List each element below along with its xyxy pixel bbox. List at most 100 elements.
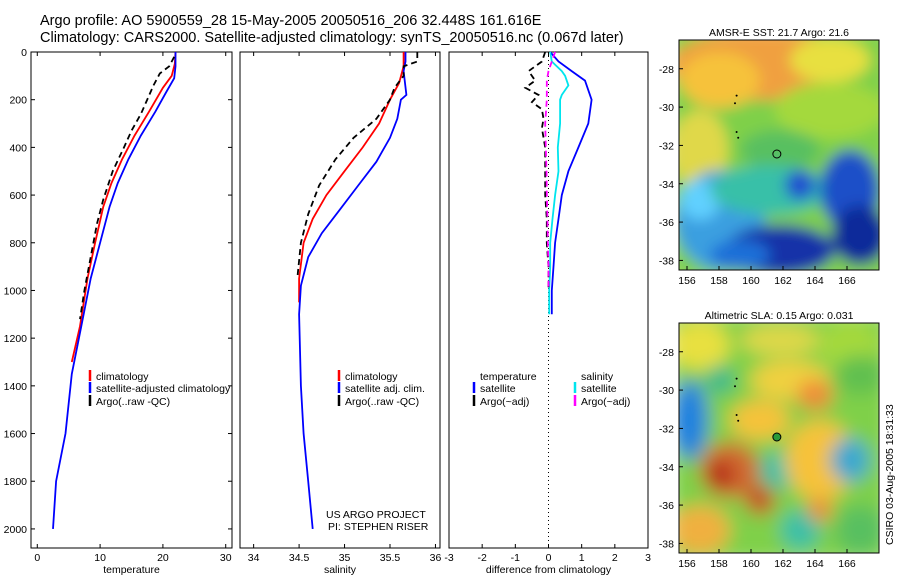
x-tick-label: 166 — [838, 558, 856, 570]
series-line — [548, 51, 570, 315]
y-tick-label: 1400 — [4, 381, 28, 393]
sla-map-frame — [678, 322, 880, 554]
x-tick-label: 10 — [94, 552, 106, 564]
y-tick-label: 1000 — [4, 285, 28, 297]
track-point — [737, 136, 740, 139]
plot-title-line2: Climatology: CARS2000. Satellite-adjuste… — [40, 30, 624, 46]
series-line — [52, 52, 177, 529]
side-timestamp: CSIRO 03-Aug-2005 18:31:33 — [884, 404, 896, 545]
difference-legend: temperature satellite Argo(~adj) salinit… — [472, 371, 630, 408]
y-tick-label: 200 — [9, 95, 27, 107]
track-point — [734, 385, 736, 388]
x-tick-label: 164 — [806, 558, 824, 570]
sst-field — [679, 40, 879, 270]
salinity-frame — [239, 51, 441, 549]
series-line — [298, 52, 408, 529]
x-tick-label: 2 — [612, 552, 618, 564]
x-tick-label: 34.5 — [289, 552, 310, 564]
salinity-xlabel: salinity — [324, 564, 357, 576]
x-tick-label: -2 — [477, 552, 486, 564]
y-tick-label: 600 — [9, 190, 27, 202]
x-tick-label: 3 — [645, 552, 651, 564]
y-tick-label: 2000 — [4, 524, 28, 536]
profile-panels: 0 10 20 30temperature0200400600800100012001… — [4, 47, 651, 576]
x-tick-label: -3 — [444, 552, 453, 564]
x-tick-label: 160 — [742, 275, 760, 287]
y-tick-label: 0 — [21, 47, 27, 59]
x-tick-label: 34 — [248, 552, 260, 564]
y-tick-label: -32 — [659, 140, 674, 152]
x-tick-label: 35 — [339, 552, 351, 564]
y-tick-label: -34 — [659, 462, 674, 474]
legend-label: satellite — [581, 383, 617, 395]
sla-field — [679, 323, 879, 553]
y-tick-label: -34 — [659, 179, 674, 191]
salinity-panel: 34 34.5 35 35.5 36 salinity — [239, 51, 442, 576]
legend-label: Argo(..raw -QC) — [96, 396, 170, 408]
x-tick-label: 160 — [742, 558, 760, 570]
legend-label: salinity — [581, 371, 614, 383]
x-tick-label: 35.5 — [380, 552, 401, 564]
difference-panel: -3 -2 -1 0 1 2 3 difference from climatology — [444, 51, 651, 576]
x-tick-label: 0 — [546, 552, 552, 564]
sst-argo-track — [734, 94, 740, 139]
legend-label: satellite — [480, 383, 516, 395]
track-point — [735, 377, 738, 380]
temperature-legend: climatology satellite-adjusted climatolo… — [88, 370, 231, 408]
x-tick-label: 156 — [678, 275, 696, 287]
y-tick-label: 400 — [9, 142, 27, 154]
y-tick-label: -30 — [659, 385, 674, 397]
x-tick-label: 36 — [430, 552, 442, 564]
sla-argo-track — [734, 377, 740, 422]
legend-label: climatology — [96, 371, 149, 383]
x-tick-label: 30 — [220, 552, 232, 564]
legend-label: climatology — [345, 371, 398, 383]
sla-map-title: Altimetric SLA: 0.15 Argo: 0.031 — [705, 310, 854, 322]
y-tick-label: 1600 — [4, 429, 28, 441]
legend-label: satellite adj. clim. — [345, 383, 425, 395]
y-tick-label: -30 — [659, 102, 674, 114]
x-tick-label: 162 — [774, 558, 792, 570]
sla-argo-marker — [772, 432, 782, 442]
y-tick-label: -32 — [659, 423, 674, 435]
series-line — [544, 51, 556, 291]
x-tick-label: 162 — [774, 275, 792, 287]
y-tick-label: 800 — [9, 238, 27, 250]
x-tick-label: 156 — [678, 558, 696, 570]
x-tick-label: 0 — [34, 552, 40, 564]
y-tick-label: -38 — [659, 538, 674, 550]
legend-label: temperature — [480, 371, 537, 383]
track-point — [735, 94, 738, 97]
sst-map: AMSR-E SST: 21.7 Argo: 21.6 — [659, 27, 880, 287]
series-line — [549, 51, 593, 315]
legend-label: Argo(~adj) — [581, 396, 630, 408]
series-line — [70, 51, 177, 363]
plot-title-line1: Argo profile: AO 5900559_28 15-May-2005 … — [40, 13, 542, 29]
sst-map-frame — [678, 39, 880, 271]
y-tick-label: 1200 — [4, 333, 28, 345]
x-tick-label: -1 — [511, 552, 520, 564]
sst-argo-marker — [772, 149, 782, 159]
series-line — [79, 56, 175, 320]
series-line — [298, 52, 405, 303]
salinity-legend: climatology satellite adj. clim. Argo(..… — [337, 370, 425, 408]
difference-xlabel: difference from climatology — [486, 564, 612, 576]
x-tick-label: 158 — [710, 558, 728, 570]
temperature-panel: 0 10 20 30 temperature 0 200 400 600 800 1000 1200 1… — [4, 47, 233, 576]
series-line — [523, 51, 550, 291]
series-line — [296, 52, 419, 279]
track-point — [734, 102, 736, 105]
temperature-frame — [30, 51, 233, 549]
track-point — [737, 419, 740, 422]
sla-map: Altimetric SLA: 0.15 Argo: 0.031 — [659, 310, 880, 570]
project-note-line2: PI: STEPHEN RISER — [328, 521, 429, 533]
track-point — [735, 414, 738, 416]
y-tick-label: -28 — [659, 64, 674, 76]
y-tick-label: -36 — [659, 217, 674, 229]
project-note-line1: US ARGO PROJECT — [326, 509, 426, 521]
x-tick-label: 158 — [710, 275, 728, 287]
y-tick-label: -38 — [659, 255, 674, 267]
track-point — [735, 131, 738, 133]
legend-label: Argo(~adj) — [480, 396, 529, 408]
sla-map-axes: 156 158 160 162 164 166 -28 -30 -32 -34 -36 -38 — [659, 347, 856, 570]
